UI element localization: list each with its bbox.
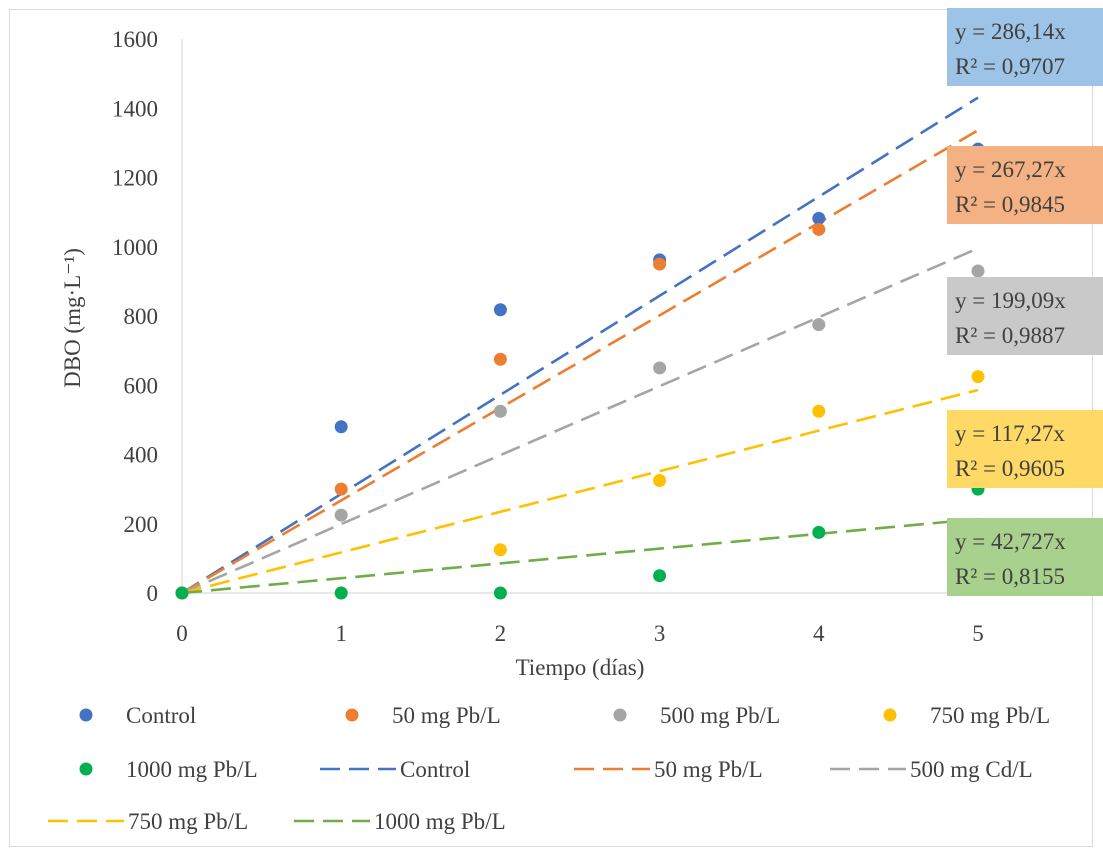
point-series-3 [812,318,826,332]
trendline-equation: y = 286,14x [955,19,1066,44]
point-series-2 [653,257,667,271]
x-tick-label: 1 [335,621,347,646]
point-series-4 [971,370,985,384]
legend-label: 750 mg Pb/L [128,809,248,834]
trendline-label-bg [947,8,1103,86]
legend-label: 1000 mg Pb/L [374,809,506,834]
legend-label: Control [400,757,470,782]
y-tick-label: 1600 [112,27,158,52]
trendline-r2: R² = 0,9887 [955,323,1065,348]
point-series-2 [812,222,826,236]
y-tick-label: 1400 [112,96,158,121]
trendline-r2: R² = 0,9707 [955,54,1065,79]
legend-marker [613,708,627,722]
y-tick-label: 400 [124,443,159,468]
y-tick-label: 1000 [112,235,158,260]
point-series-5 [812,525,826,539]
trendline-equation: y = 267,27x [955,157,1066,182]
trendline-4 [181,388,979,595]
trendline-r2: R² = 0,8155 [955,564,1065,589]
legend-label: 500 mg Cd/L [910,757,1033,782]
data-points [175,142,985,600]
point-series-2 [493,352,507,366]
trendline-1 [181,96,979,595]
y-tick-label: 800 [124,304,159,329]
trendline-equation: y = 117,27x [955,421,1065,446]
y-axis-label: DBO (mg·L⁻¹) [60,248,85,388]
y-tick-label: 200 [124,512,159,537]
legend-label: 50 mg Pb/L [654,757,763,782]
trendline-label-bg [947,146,1103,224]
point-series-3 [334,508,348,522]
legend-marker [883,708,897,722]
trendline-equation: y = 199,09x [955,288,1066,313]
legend: Control 50 mg Pb/L 500 mg Pb/L 750 mg Pb/L 1… [48,703,1050,834]
y-tick-label: 0 [147,581,159,606]
point-series-4 [493,543,507,557]
trendline-r2: R² = 0,9605 [955,456,1065,481]
point-series-3 [971,264,985,278]
legend-label: 1000 mg Pb/L [126,757,258,782]
trendlines [181,96,979,595]
x-tick-label: 4 [813,621,825,646]
point-series-3 [493,404,507,418]
point-series-1 [812,211,826,225]
legend-marker [79,762,93,776]
x-tick-label: 5 [972,621,984,646]
legend-label: Control [126,703,196,728]
x-tick-label: 3 [654,621,666,646]
y-tick-label: 600 [124,373,159,398]
point-series-2 [334,482,348,496]
point-series-5 [334,586,348,600]
trendline-label-bg [947,518,1103,596]
legend-marker [345,708,359,722]
trendline-equation: y = 42,727x [955,529,1066,554]
point-series-1 [493,303,507,317]
point-series-5 [493,586,507,600]
chart-frame [9,9,1093,847]
x-tick-label: 2 [495,621,507,646]
point-series-1 [334,420,348,434]
legend-marker [79,708,93,722]
point-series-4 [812,404,826,418]
legend-label: 50 mg Pb/L [392,703,501,728]
point-series-4 [653,473,667,487]
x-tick-label: 0 [176,621,188,646]
x-axis-label: Tiempo (días) [516,655,645,680]
trendline-label-bg [947,277,1103,355]
trendline-r2: R² = 0,9845 [955,192,1065,217]
axes: 0 200 400 600 800 1000 1200 1400 1600 0 1 2 3 4 5 [112,27,1058,646]
point-series-3 [653,361,667,375]
y-tick-label: 1200 [112,166,158,191]
legend-label: 500 mg Pb/L [660,703,780,728]
point-series-5 [175,586,189,600]
trendline-2 [181,129,979,595]
legend-label: 750 mg Pb/L [930,703,1050,728]
trendline-label-bg [947,410,1103,488]
trendline-labels: y = 286,14x R² = 0,9707 y = 267,27x R² = 0,… [947,8,1103,596]
trendline-5 [181,517,979,595]
point-series-5 [653,569,667,583]
